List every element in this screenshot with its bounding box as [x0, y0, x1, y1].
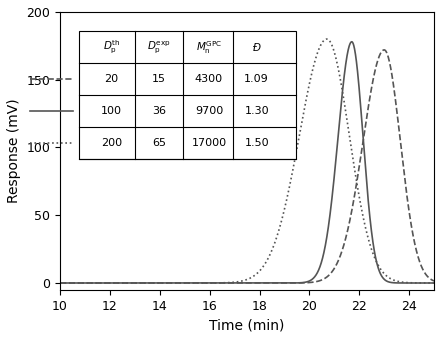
Text: 15: 15 [152, 74, 166, 84]
Text: 17000: 17000 [191, 138, 227, 148]
Text: 100: 100 [101, 106, 122, 116]
Text: $\it{D}_\mathrm{p}^\mathrm{th}$: $\it{D}_\mathrm{p}^\mathrm{th}$ [103, 39, 120, 56]
Bar [79, 32, 296, 159]
Text: 65: 65 [152, 138, 166, 148]
Text: 1.09: 1.09 [244, 74, 269, 84]
Text: $\it{D}_\mathrm{p}^\mathrm{exp}$: $\it{D}_\mathrm{p}^\mathrm{exp}$ [147, 39, 171, 55]
Text: 200: 200 [101, 138, 122, 148]
Text: $\it{Đ}$: $\it{Đ}$ [252, 41, 262, 53]
Text: 20: 20 [104, 74, 118, 84]
Y-axis label: Response (mV): Response (mV) [7, 99, 21, 203]
Text: 36: 36 [152, 106, 166, 116]
Text: 4300: 4300 [195, 74, 223, 84]
Text: 1.50: 1.50 [244, 138, 269, 148]
Text: $\it{M}_\mathrm{n}^\mathrm{GPC}$: $\it{M}_\mathrm{n}^\mathrm{GPC}$ [196, 39, 222, 56]
X-axis label: Time (min): Time (min) [209, 318, 285, 332]
Text: 9700: 9700 [195, 106, 223, 116]
Text: 1.30: 1.30 [244, 106, 269, 116]
